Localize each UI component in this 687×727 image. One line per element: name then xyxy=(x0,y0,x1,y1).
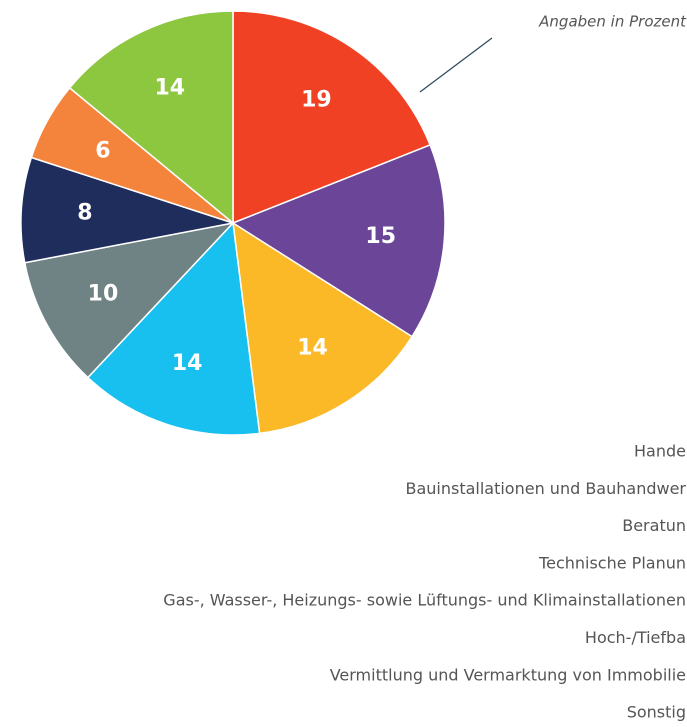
pie-slice xyxy=(20,156,234,264)
pie-slice xyxy=(86,221,261,436)
data-label: 19 xyxy=(301,87,332,112)
annotation-line xyxy=(419,37,493,93)
pie-slice xyxy=(231,143,446,338)
pie-slice xyxy=(232,221,414,435)
data-label: 8 xyxy=(77,201,92,226)
pie-slice xyxy=(232,10,432,225)
legend-label: Hoch-/Tiefba xyxy=(585,628,686,647)
data-label: 10 xyxy=(88,281,119,306)
legend-label: Beratun xyxy=(622,516,686,535)
legend-label: Gas-, Wasser-, Heizungs- sowie Lüftungs-… xyxy=(163,591,686,610)
legend-label: Technische Planun xyxy=(538,553,686,572)
data-label: 15 xyxy=(365,224,396,249)
pie-slice xyxy=(23,221,236,379)
pie-slice xyxy=(68,10,234,225)
legend-label: Bauinstallationen und Bauhandwer xyxy=(405,479,686,498)
data-label: 14 xyxy=(155,76,186,101)
legend-label: Sonstig xyxy=(627,703,686,722)
data-label: 6 xyxy=(95,139,110,164)
data-label: 14 xyxy=(172,351,203,376)
legend-label: Vermittlung und Vermarktung von Immobili… xyxy=(330,665,686,684)
data-label: 14 xyxy=(297,335,328,360)
annotation: Angaben in Prozent xyxy=(538,13,687,31)
legend-label: Hande xyxy=(634,442,686,461)
